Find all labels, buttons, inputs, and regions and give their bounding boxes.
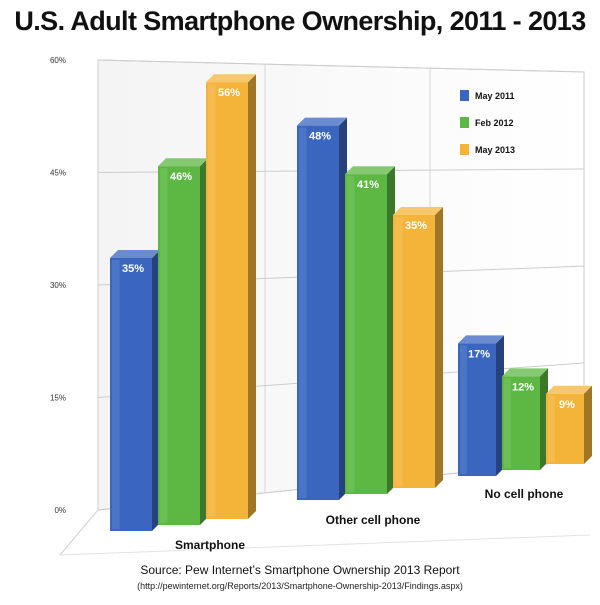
legend-item: May 2013 [460, 144, 515, 155]
y-tick-label: 60% [50, 56, 66, 65]
category-label: Smartphone [175, 538, 245, 552]
legend-swatch [460, 144, 469, 155]
bar: 48% [297, 117, 347, 500]
bar: 35% [393, 207, 443, 488]
y-tick-label: 0% [54, 506, 66, 515]
bar-top [345, 166, 395, 175]
y-axis-ticks: 0% 15% 30% 45% 60% [50, 56, 66, 515]
source-url: (http://pewinternet.org/Reports/2013/Sma… [137, 581, 463, 591]
bar-top [458, 335, 504, 344]
bar-chart: 0% 15% 30% 45% 60% 35% 48% 17% 46% 41% 12% 56% 35% 9… [50, 56, 592, 556]
legend-label: Feb 2012 [475, 118, 514, 128]
bar: 56% [206, 74, 256, 519]
category-labels: Smartphone Other cell phone No cell phone [175, 487, 564, 552]
bar-highlight [504, 378, 511, 468]
bar-top [297, 117, 347, 126]
bar-highlight [548, 395, 555, 462]
category-label: No cell phone [485, 487, 564, 501]
bar-top [110, 250, 160, 258]
legend: May 2011 Feb 2012 May 2013 [460, 90, 515, 155]
bar: 46% [158, 158, 208, 525]
data-label: 9% [559, 399, 575, 411]
data-label: 48% [309, 131, 331, 143]
data-label: 46% [170, 171, 192, 183]
bar-top [158, 158, 208, 167]
y-tick-label: 15% [50, 394, 66, 403]
bar-side [248, 74, 256, 519]
bar-highlight [395, 217, 403, 486]
floor-front-edge [59, 534, 591, 556]
bar: 17% [458, 335, 504, 476]
data-label: 35% [405, 220, 427, 232]
bar-top [393, 207, 443, 215]
category-label: Other cell phone [326, 513, 421, 527]
bar-highlight [112, 260, 120, 529]
bar: 41% [345, 166, 395, 494]
bar-highlight [208, 84, 216, 517]
bar-highlight [160, 168, 168, 523]
data-label: 35% [122, 263, 144, 275]
bar: 9% [546, 385, 592, 464]
data-label: 12% [512, 381, 534, 393]
grid-line-horizontal [97, 59, 585, 73]
y-tick-label: 45% [50, 169, 66, 178]
bars: 35% 48% 17% 46% 41% 12% 56% 35% 9% [110, 74, 592, 531]
legend-label: May 2011 [475, 91, 515, 101]
data-label: 41% [357, 179, 379, 191]
bar-highlight [299, 127, 307, 498]
floor-edge [59, 509, 99, 556]
data-label: 17% [468, 348, 490, 360]
bar-highlight [460, 345, 467, 474]
bar-side [584, 385, 592, 464]
data-label: 56% [218, 87, 240, 99]
bar: 12% [502, 368, 548, 470]
bar-top [502, 368, 548, 377]
bar-top [206, 74, 256, 83]
bar-side [435, 207, 443, 488]
bar-top [546, 385, 592, 394]
legend-label: May 2013 [475, 145, 515, 155]
y-tick-label: 30% [50, 281, 66, 290]
source-text: Source: Pew Internet’s Smartphone Owners… [140, 563, 460, 577]
bar: 35% [110, 250, 160, 531]
legend-item: May 2011 [460, 90, 515, 101]
legend-item: Feb 2012 [460, 117, 514, 128]
legend-swatch [460, 90, 469, 101]
bar-highlight [347, 176, 355, 492]
chart-title: U.S. Adult Smartphone Ownership, 2011 - … [14, 6, 586, 36]
legend-swatch [460, 117, 469, 128]
